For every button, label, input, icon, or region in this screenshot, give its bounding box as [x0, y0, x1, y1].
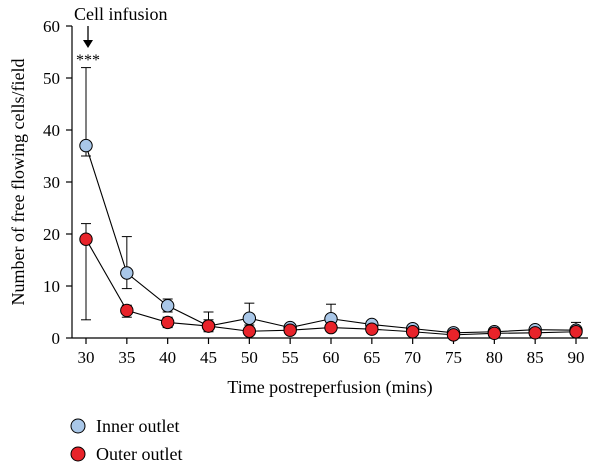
y-axis-title: Number of free flowing cells/field: [8, 59, 28, 306]
legend: Inner outlet Outer outlet: [70, 416, 182, 464]
data-point: [528, 326, 542, 340]
significance-stars: ***: [76, 52, 100, 69]
x-tick-label: 45: [200, 348, 217, 367]
y-tick-label: 60: [43, 17, 60, 36]
x-tick-label: 50: [241, 348, 258, 367]
data-point: [242, 311, 257, 325]
x-tick-label: 75: [445, 348, 462, 367]
data-point: [283, 323, 297, 337]
data-point: [79, 232, 93, 246]
x-tick-label: 70: [404, 348, 421, 367]
legend-label: Outer outlet: [96, 444, 182, 464]
x-tick-label: 65: [363, 348, 380, 367]
legend-label: Inner outlet: [96, 416, 179, 436]
data-point: [201, 319, 216, 333]
data-point: [446, 328, 461, 342]
data-point: [365, 322, 379, 336]
x-tick-label: 80: [486, 348, 503, 367]
legend-marker: [70, 418, 86, 434]
annotations: Cell infusion ***: [74, 4, 168, 69]
x-tick-label: 40: [159, 348, 176, 367]
x-axis-title: Time postreperfusion (mins): [227, 377, 432, 398]
points-outer-outlet: [79, 232, 583, 342]
y-tick-label: 20: [43, 225, 60, 244]
y-tick-label: 30: [43, 173, 60, 192]
x-tick-label: 85: [527, 348, 544, 367]
cell-infusion-arrow-head: [83, 40, 93, 48]
axes: 0 10 20 30 40 50 60 30 35 40 45 50 55 60 65 70 75 80 85 90 T…: [8, 17, 588, 398]
data-point: [324, 320, 338, 335]
series-inner-outlet: [81, 67, 581, 336]
legend-marker: [70, 446, 86, 462]
data-point: [487, 326, 502, 341]
cell-infusion-label: Cell infusion: [74, 4, 168, 24]
data-point: [120, 266, 134, 280]
data-point: [160, 299, 175, 313]
data-point: [405, 325, 420, 339]
data-point: [242, 324, 257, 338]
y-tick-label: 10: [43, 277, 60, 296]
y-tick-label: 50: [43, 69, 60, 88]
x-tick-label: 60: [323, 348, 340, 367]
y-tick-label: 0: [52, 329, 61, 348]
series-layer: [79, 67, 583, 342]
x-tick-label: 90: [568, 348, 585, 367]
data-point: [160, 315, 175, 330]
x-tick-label: 55: [282, 348, 299, 367]
data-point: [569, 325, 583, 339]
data-point: [120, 303, 134, 318]
data-point: [79, 138, 93, 153]
y-tick-label: 40: [43, 121, 60, 140]
x-tick-label: 30: [78, 348, 95, 367]
x-tick-label: 35: [118, 348, 135, 367]
